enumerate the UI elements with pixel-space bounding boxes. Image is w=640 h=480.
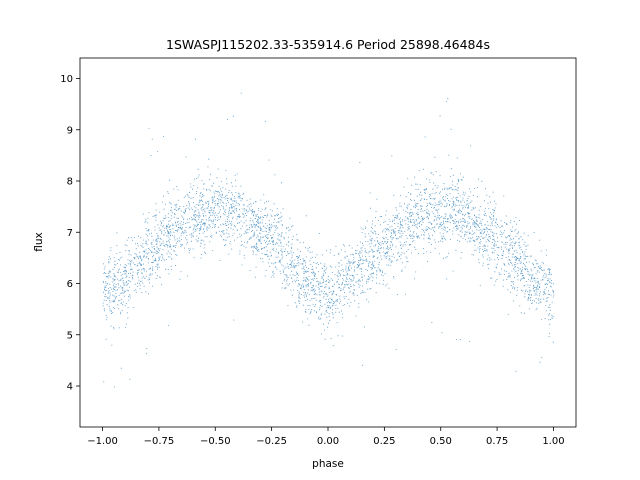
y-axis-label: flux bbox=[33, 232, 45, 251]
x-axis-label: phase bbox=[312, 458, 344, 470]
x-tick-label: −0.75 bbox=[144, 436, 175, 447]
y-tick-label: 10 bbox=[60, 74, 73, 85]
chart-title: 1SWASPJ115202.33-535914.6 Period 25898.4… bbox=[166, 37, 490, 52]
y-tick-label: 6 bbox=[67, 279, 73, 290]
x-tick-label: 0.75 bbox=[486, 436, 508, 447]
y-tick-label: 8 bbox=[67, 177, 73, 188]
y-tick-label: 9 bbox=[67, 125, 73, 136]
x-tick-label: 0.50 bbox=[430, 436, 452, 447]
y-tick-label: 5 bbox=[67, 330, 73, 341]
x-tick-label: −0.50 bbox=[200, 436, 231, 447]
x-tick-label: 0.25 bbox=[373, 436, 395, 447]
y-tick-label: 7 bbox=[67, 228, 73, 239]
y-tick-label: 4 bbox=[67, 382, 73, 393]
y-axis: 4 5 6 7 8 9 10 bbox=[60, 74, 80, 393]
x-tick-label: 0.00 bbox=[317, 436, 339, 447]
x-tick-label: −1.00 bbox=[87, 436, 118, 447]
x-tick-label: 1.00 bbox=[542, 436, 564, 447]
x-axis: −1.00 −0.75 −0.50 −0.25 0.00 0.25 0.50 0.75 1.00 bbox=[87, 427, 565, 447]
x-tick-label: −0.25 bbox=[256, 436, 287, 447]
